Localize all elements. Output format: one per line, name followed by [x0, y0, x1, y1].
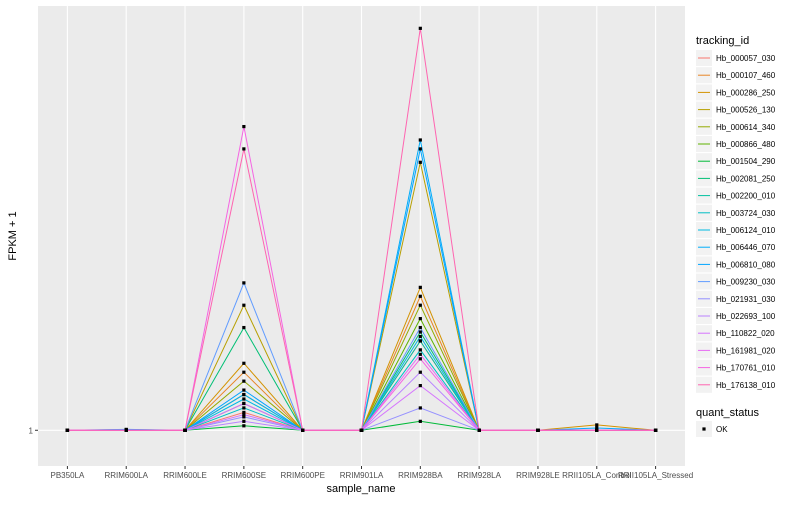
- data-point: [183, 428, 187, 432]
- data-point: [242, 147, 246, 151]
- x-axis-title: sample_name: [326, 483, 395, 495]
- data-point: [653, 428, 658, 432]
- x-tick-label: RRIM928LE: [516, 471, 560, 480]
- data-point: [418, 285, 422, 289]
- legend-label: Hb_000107_460: [716, 71, 776, 80]
- legend-label: Hb_002200_010: [716, 192, 776, 201]
- x-tick-label: RRIM600PE: [280, 471, 324, 480]
- data-point: [418, 352, 422, 356]
- data-point: [242, 419, 246, 423]
- data-point: [418, 339, 422, 343]
- data-point: [301, 428, 305, 432]
- data-point: [242, 379, 246, 383]
- data-point: [242, 415, 246, 419]
- data-point: [242, 397, 246, 401]
- legend-label: Hb_003724_030: [716, 209, 776, 218]
- data-point: [536, 428, 540, 432]
- x-tick-labels: PB350LA RRIM600LA RRIM600LE RRIM600SE RRIM60…: [51, 466, 693, 480]
- x-tick-label: PB350LA: [51, 471, 85, 480]
- legend-label: Hb_021931_030: [716, 295, 776, 304]
- legend2-label: OK: [716, 425, 728, 434]
- legend-label: Hb_022693_100: [716, 312, 776, 321]
- legend-label: Hb_176138_010: [716, 381, 776, 390]
- data-point: [418, 303, 422, 307]
- data-point: [595, 423, 599, 427]
- legend-label: Hb_000057_030: [716, 54, 776, 63]
- x-tick-label: RRII105LA_Control: [562, 471, 632, 480]
- data-point: [418, 348, 422, 352]
- legend-quant-status: OK: [696, 421, 728, 437]
- data-point: [418, 294, 422, 298]
- x-tick-label: RRIM600SE: [222, 471, 266, 480]
- data-point: [418, 325, 422, 330]
- x-tick-label: RRIM928BA: [398, 471, 443, 480]
- x-tick-label: RRIM600LA: [104, 471, 148, 480]
- data-points: [65, 26, 658, 432]
- data-point: [418, 26, 422, 30]
- data-point: [242, 410, 246, 415]
- data-point: [242, 424, 246, 428]
- legend-title: tracking_id: [696, 35, 749, 47]
- legend-label: Hb_161981_020: [716, 346, 776, 355]
- x-tick-label: RRIM600LE: [163, 471, 207, 480]
- legend-label: Hb_000286_250: [716, 88, 776, 97]
- legend2-key-point: [702, 427, 706, 431]
- data-point: [242, 281, 246, 285]
- legend-label: Hb_170761_010: [716, 364, 776, 373]
- legend-label: Hb_006810_080: [716, 260, 776, 269]
- data-point: [242, 370, 246, 374]
- legend-label: Hb_000866_480: [716, 140, 776, 149]
- data-point: [418, 330, 422, 334]
- legend-label: Hb_006124_010: [716, 226, 776, 235]
- data-point: [418, 138, 422, 142]
- legend-label: Hb_110822_020: [716, 329, 775, 338]
- data-point: [242, 325, 246, 330]
- data-point: [242, 392, 246, 397]
- data-point: [242, 413, 246, 417]
- data-point: [418, 160, 422, 164]
- grid: [38, 6, 685, 466]
- data-point: [359, 428, 364, 432]
- legend-label: Hb_002081_250: [716, 174, 776, 183]
- data-point: [418, 334, 422, 339]
- legend-label: Hb_001504_290: [716, 157, 776, 166]
- legend-label: Hb_006446_070: [716, 243, 776, 252]
- data-point: [242, 388, 246, 392]
- data-point: [418, 370, 422, 374]
- x-tick-label: RRIM901LA: [340, 471, 384, 480]
- data-point: [477, 428, 481, 432]
- data-point: [418, 317, 422, 321]
- data-point: [242, 406, 246, 410]
- y-axis-title: FPKM + 1: [7, 211, 19, 260]
- legend-label: Hb_000526_130: [716, 106, 776, 115]
- y-tick-label: 1: [29, 426, 34, 435]
- data-point: [595, 428, 599, 432]
- data-point: [65, 428, 70, 432]
- data-point: [418, 406, 422, 410]
- x-tick-label: RRIM928LA: [457, 471, 501, 480]
- data-point: [418, 419, 422, 423]
- legend: Hb_000057_030 Hb_000107_460 Hb_000286_250 H…: [696, 50, 776, 393]
- legend2-title: quant_status: [696, 407, 759, 419]
- legend-label: Hb_000614_340: [716, 123, 776, 132]
- data-point: [418, 147, 422, 151]
- y-tick-labels: 1: [29, 426, 38, 435]
- data-point: [242, 361, 246, 365]
- data-point: [418, 357, 422, 361]
- data-point: [242, 401, 246, 406]
- x-tick-label: RRII105LA_Stressed: [618, 471, 693, 480]
- data-point: [124, 428, 128, 432]
- data-point: [418, 384, 422, 388]
- legend-label: Hb_009230_030: [716, 278, 776, 287]
- data-point: [595, 426, 599, 430]
- data-point: [242, 303, 246, 307]
- data-point: [242, 124, 246, 129]
